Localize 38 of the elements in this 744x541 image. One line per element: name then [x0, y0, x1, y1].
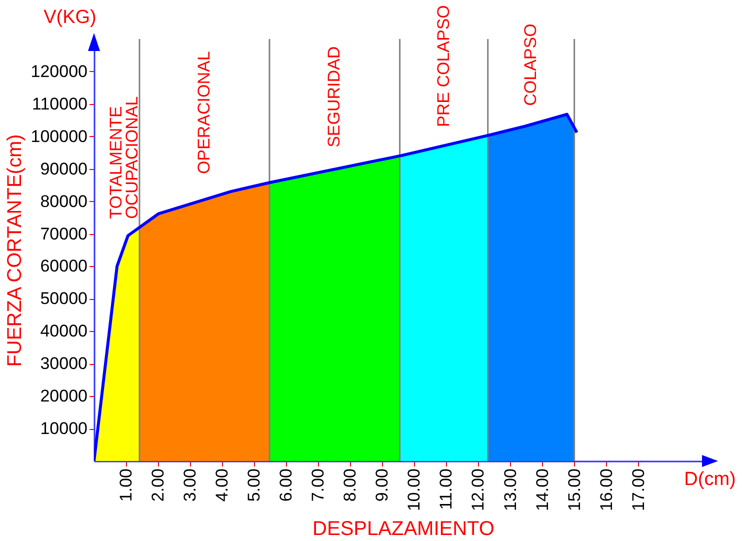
text: PRE COLAPSO [434, 5, 453, 127]
x-tick-label: 15.00 [564, 468, 584, 512]
y-tick-label: 60000 [40, 256, 88, 276]
x-tick-label: 8.00 [340, 468, 360, 502]
y-tick-label: 80000 [40, 192, 88, 211]
x-tick-label: 17.00 [628, 468, 648, 512]
text: OPERACIONAL [194, 51, 214, 174]
x-tick-label: 2.00 [148, 468, 168, 502]
text: COLAPSO [521, 24, 540, 106]
y-tick-label: 90000 [40, 159, 88, 178]
x-tick-label: 14.00 [532, 468, 552, 512]
text: V(KG) [44, 7, 96, 28]
x-tick-label: 13.00 [500, 468, 520, 512]
y-axis-title: FUERZA CORTANTE(cm) [4, 134, 26, 367]
text: SEGURIDAD [324, 46, 344, 148]
y-tick-label: 100000 [30, 126, 88, 146]
y-tick-label: 110000 [32, 94, 88, 114]
y-tick-label: 50000 [40, 289, 88, 308]
x-tick-label: 3.00 [180, 468, 200, 502]
x-tick-label: 5.00 [244, 468, 264, 502]
x-axis-title: DESPLAZAMIENTO [312, 518, 494, 540]
x-tick-label: 1.00 [116, 468, 136, 502]
x-tick-label: 10.00 [404, 468, 424, 512]
x-tick-label: 4.00 [212, 468, 232, 502]
y-tick-label: 120000 [30, 62, 88, 81]
x-tick-label: 11.00 [436, 468, 456, 510]
x-tick-label: 12.00 [468, 468, 488, 512]
y-tick-label: 40000 [40, 322, 88, 341]
y-tick-label: 70000 [40, 224, 88, 244]
y-tick-label: 10000 [40, 419, 88, 438]
x-tick-label: 7.00 [308, 468, 328, 502]
y-tick-label: 20000 [40, 386, 88, 406]
x-tick-label: 6.00 [276, 468, 296, 502]
text: TOTALMENTE OCUPACIONAL [106, 96, 142, 219]
text: D(cm) [684, 469, 736, 490]
x-tick-label: 16.00 [596, 468, 616, 512]
y-tick-label: 30000 [40, 354, 88, 374]
x-tick-label: 9.00 [372, 468, 392, 502]
